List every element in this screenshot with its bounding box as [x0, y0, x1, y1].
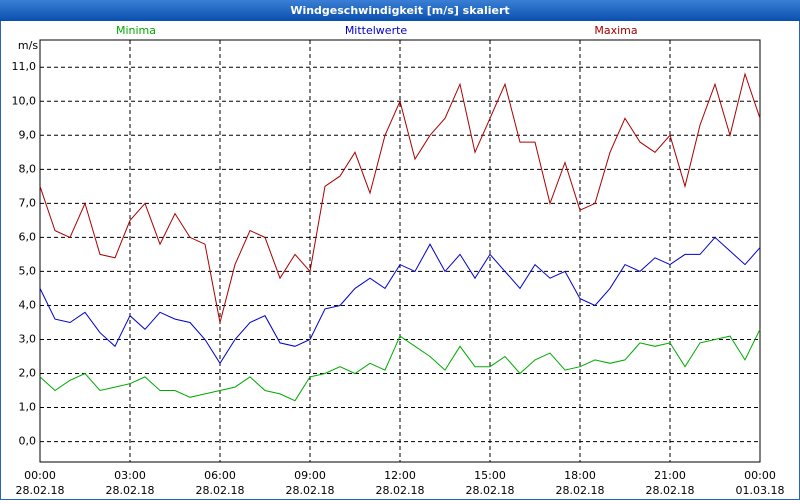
legend-label: Maxima — [594, 24, 637, 37]
x-tick-label: 03:00 — [114, 469, 146, 482]
x-tick-date: 28.02.18 — [376, 484, 425, 497]
x-tick-date: 28.02.18 — [16, 484, 65, 497]
x-tick-label: 09:00 — [294, 469, 326, 482]
y-tick-label: 10,0 — [12, 94, 37, 107]
series-line — [39, 72, 761, 323]
legend-label: Mittelwerte — [345, 24, 408, 37]
y-tick-label: 2,0 — [19, 367, 37, 380]
x-tick-label: 21:00 — [654, 469, 686, 482]
x-tick-label: 15:00 — [474, 469, 506, 482]
title-bar — [0, 0, 800, 21]
y-tick-label: 0,0 — [19, 435, 37, 448]
y-tick-label: 3,0 — [19, 332, 37, 345]
series-line — [39, 329, 761, 402]
y-tick-label: 4,0 — [19, 298, 37, 311]
x-tick-label: 00:00 — [744, 469, 776, 482]
x-tick-label: 18:00 — [564, 469, 596, 482]
x-tick-date: 28.02.18 — [556, 484, 605, 497]
x-tick-label: 12:00 — [384, 469, 416, 482]
x-tick-label: 00:00 — [24, 469, 56, 482]
legend-label: Minima — [116, 24, 156, 37]
y-tick-label: 5,0 — [19, 264, 37, 277]
chart-title: Windgeschwindigkeit [m/s] skaliert — [290, 4, 509, 17]
y-tick-label: 6,0 — [19, 230, 37, 243]
y-tick-label: 8,0 — [19, 162, 37, 175]
x-tick-date: 01.03.18 — [736, 484, 785, 497]
x-tick-date: 28.02.18 — [286, 484, 335, 497]
x-tick-date: 28.02.18 — [646, 484, 695, 497]
y-tick-label: 11,0 — [12, 60, 37, 73]
x-tick-date: 28.02.18 — [106, 484, 155, 497]
y-tick-label: 9,0 — [19, 128, 37, 141]
x-tick-date: 28.02.18 — [196, 484, 245, 497]
series-line — [39, 236, 761, 365]
y-tick-label: 7,0 — [19, 196, 37, 209]
x-tick-label: 06:00 — [204, 469, 236, 482]
y-axis-unit: m/s — [18, 39, 38, 52]
y-tick-label: 1,0 — [19, 401, 37, 414]
x-tick-date: 28.02.18 — [466, 484, 515, 497]
